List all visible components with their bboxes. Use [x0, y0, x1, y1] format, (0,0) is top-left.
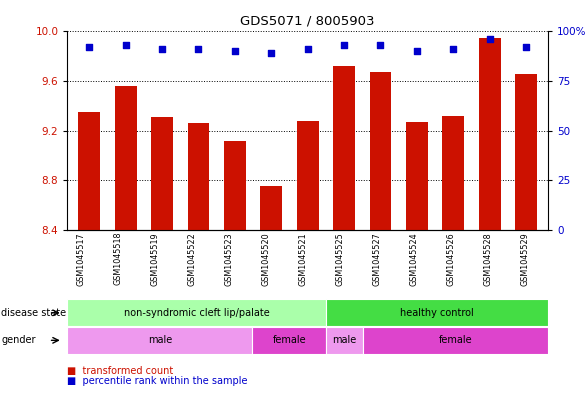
Bar	[326, 327, 363, 354]
Text: GSM1045529: GSM1045529	[520, 232, 529, 286]
Text: GSM1045528: GSM1045528	[483, 232, 492, 286]
Text: GSM1045522: GSM1045522	[188, 232, 197, 286]
Bar	[188, 123, 209, 230]
Bar	[370, 72, 391, 230]
Point	[267, 50, 276, 57]
Text: gender: gender	[1, 335, 36, 345]
Text: ■  transformed count: ■ transformed count	[67, 365, 173, 376]
Bar	[224, 141, 246, 230]
Text: female: female	[272, 335, 306, 345]
Point	[376, 42, 385, 48]
Bar	[515, 73, 537, 230]
Text: male: male	[332, 335, 357, 345]
Text: GSM1045520: GSM1045520	[262, 232, 271, 286]
Bar	[363, 327, 548, 354]
Bar	[67, 327, 252, 354]
Text: male: male	[148, 335, 172, 345]
Point	[121, 42, 130, 48]
Bar	[326, 299, 548, 326]
Bar	[406, 122, 428, 230]
Text: GSM1045524: GSM1045524	[410, 232, 418, 286]
Point	[303, 46, 312, 52]
Text: GSM1045526: GSM1045526	[447, 232, 455, 286]
Bar	[67, 299, 326, 326]
Point	[522, 44, 531, 50]
Point	[485, 36, 495, 42]
Bar	[333, 66, 355, 230]
Text: disease state: disease state	[1, 308, 66, 318]
Point	[84, 44, 94, 50]
Bar	[252, 327, 326, 354]
Point	[448, 46, 458, 52]
Point	[194, 46, 203, 52]
Point	[158, 46, 167, 52]
Bar	[79, 112, 100, 230]
Bar	[479, 38, 500, 230]
Bar	[260, 187, 282, 230]
Text: GSM1045525: GSM1045525	[336, 232, 345, 286]
Text: GSM1045517: GSM1045517	[77, 232, 86, 286]
Text: GSM1045519: GSM1045519	[151, 232, 160, 286]
Bar	[442, 116, 464, 230]
Text: GSM1045523: GSM1045523	[224, 232, 234, 286]
Text: GSM1045527: GSM1045527	[373, 232, 381, 286]
Title: GDS5071 / 8005903: GDS5071 / 8005903	[240, 15, 375, 28]
Bar	[297, 121, 319, 230]
Point	[412, 48, 421, 54]
Point	[230, 48, 240, 54]
Bar	[151, 117, 173, 230]
Text: non-syndromic cleft lip/palate: non-syndromic cleft lip/palate	[124, 308, 270, 318]
Point	[339, 42, 349, 48]
Bar	[115, 86, 137, 230]
Text: healthy control: healthy control	[400, 308, 474, 318]
Text: GSM1045521: GSM1045521	[299, 232, 308, 286]
Text: female: female	[439, 335, 472, 345]
Text: ■  percentile rank within the sample: ■ percentile rank within the sample	[67, 376, 248, 386]
Text: GSM1045518: GSM1045518	[114, 232, 123, 285]
